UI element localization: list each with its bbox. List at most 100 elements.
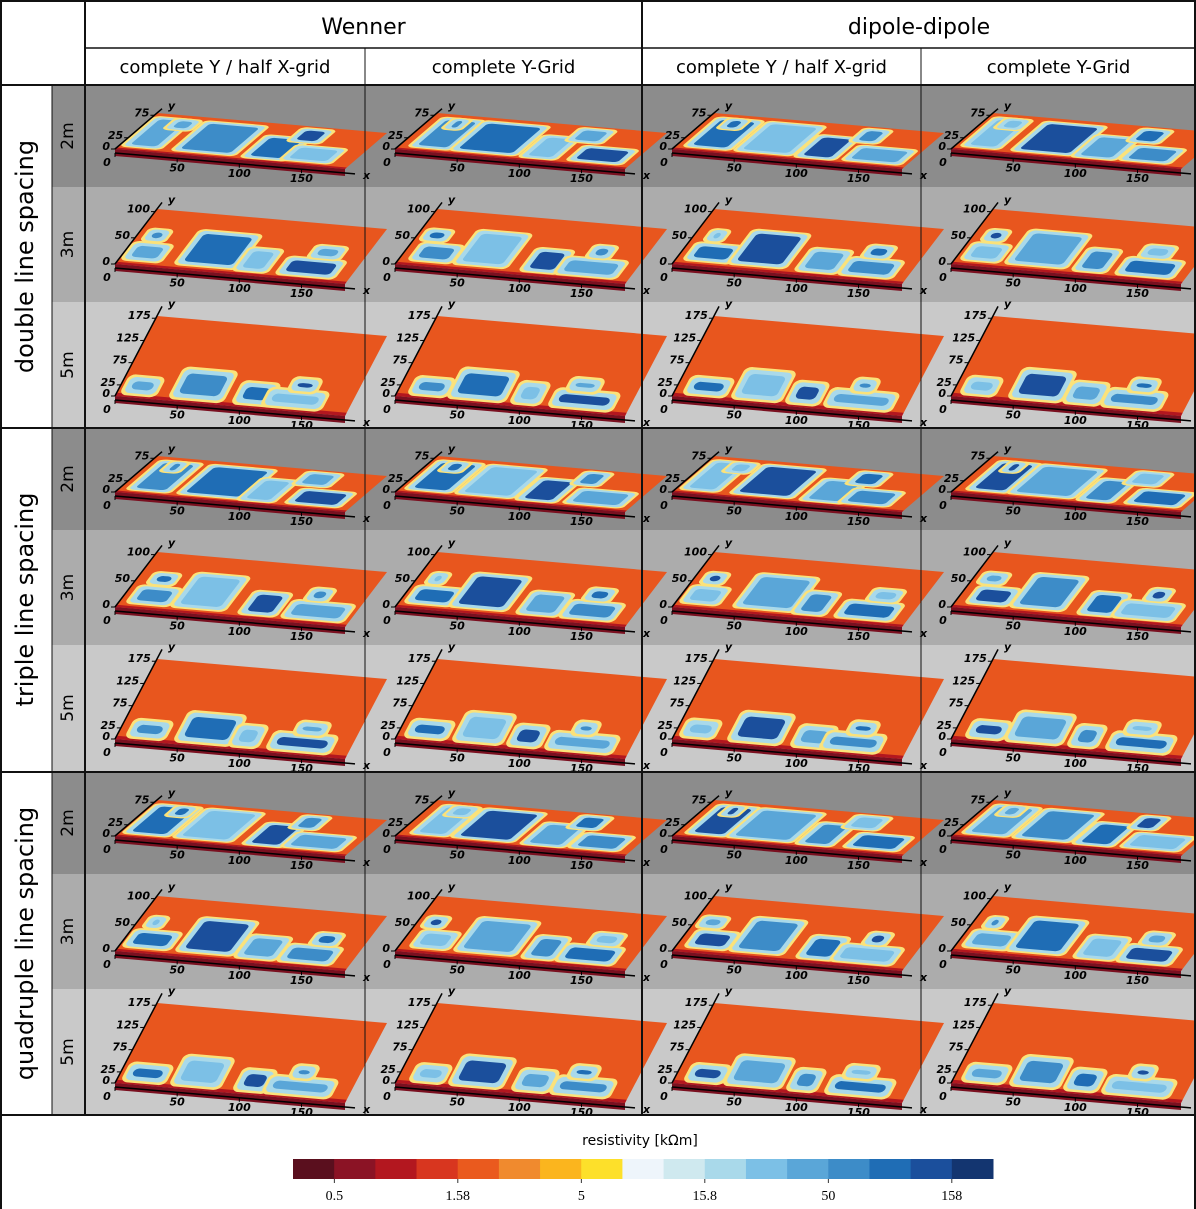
y-tick-label: 75 (414, 793, 430, 806)
x-tick-label: 100 (1064, 167, 1087, 180)
group-label: double line spacing (11, 140, 39, 373)
x-tick-label: 50 (170, 619, 186, 632)
colorbar-swatch (540, 1159, 582, 1179)
y-tick-label: 100 (684, 546, 707, 559)
x-tick-label: 50 (1006, 1095, 1022, 1108)
y-tick-label: 175 (685, 652, 708, 665)
x-tick-label: 150 (847, 419, 870, 432)
y-tick-label: 75 (134, 449, 150, 462)
colorbar-tick-label: 15.8 (693, 1189, 718, 1204)
x-tick-label: 150 (1126, 630, 1149, 643)
group-label: triple line spacing (11, 493, 39, 707)
y-tick-label: 75 (112, 1041, 128, 1054)
x-tick-label: 100 (1064, 757, 1087, 770)
x-axis-name: x (919, 284, 928, 297)
x-tick-label: 50 (450, 408, 466, 421)
colorbar-tick-label: 1.58 (446, 1189, 471, 1204)
x-tick-label: 0 (383, 1090, 391, 1103)
x-axis-name: x (362, 284, 371, 297)
x-tick-label: 0 (383, 156, 391, 169)
x-tick-label: 150 (290, 419, 313, 432)
x-axis-name: x (362, 512, 371, 525)
y-axis-name: y (168, 100, 176, 113)
x-tick-label: 150 (1126, 419, 1149, 432)
y-tick-label: 50 (115, 229, 131, 242)
x-tick-label: 50 (727, 161, 743, 174)
colorbar-swatch (746, 1159, 788, 1179)
y-tick-label: 175 (964, 309, 987, 322)
x-tick-label: 0 (939, 614, 947, 627)
x-tick-label: 0 (660, 499, 668, 512)
y-tick-label: 75 (970, 106, 986, 119)
x-axis-name: x (919, 627, 928, 640)
x-axis-name: x (642, 627, 651, 640)
x-tick-label: 150 (570, 287, 593, 300)
y-axis-name: y (168, 640, 176, 653)
y-tick-label: 0 (938, 942, 946, 955)
y-axis-name: y (1004, 787, 1012, 800)
y-axis-name: y (448, 536, 456, 549)
x-tick-label: 0 (660, 1090, 668, 1103)
colorbar-swatch (499, 1159, 541, 1179)
y-tick-label: 50 (951, 572, 967, 585)
y-axis-name: y (168, 880, 176, 893)
x-tick-label: 0 (383, 958, 391, 971)
y-tick-label: 25 (388, 472, 404, 485)
x-tick-label: 0 (383, 843, 391, 856)
x-tick-label: 100 (785, 854, 808, 867)
y-tick-label: 25 (388, 816, 404, 829)
y-axis-name: y (725, 443, 733, 456)
x-tick-label: 0 (103, 843, 111, 856)
x-tick-label: 50 (450, 848, 466, 861)
y-tick-label: 75 (970, 449, 986, 462)
x-tick-label: 150 (290, 287, 313, 300)
colorbar-swatch (828, 1159, 870, 1179)
y-tick-label: 0 (659, 140, 667, 153)
x-axis-name: x (642, 512, 651, 525)
y-tick-label: 50 (672, 229, 688, 242)
x-tick-label: 50 (727, 1095, 743, 1108)
x-tick-label: 100 (785, 757, 808, 770)
y-tick-label: 125 (116, 674, 139, 687)
x-tick-label: 150 (847, 1106, 870, 1119)
x-axis-name: x (919, 169, 928, 182)
colorbar-tick-label: 5 (578, 1189, 585, 1204)
y-tick-label: 175 (408, 652, 431, 665)
x-tick-label: 50 (170, 848, 186, 861)
y-tick-label: 0 (938, 387, 946, 400)
x-axis-name: x (362, 759, 371, 772)
x-tick-label: 0 (660, 403, 668, 416)
x-axis-name: x (919, 416, 928, 429)
x-axis-name: x (642, 416, 651, 429)
y-tick-label: 25 (665, 472, 681, 485)
x-tick-label: 150 (847, 287, 870, 300)
x-tick-label: 50 (170, 504, 186, 517)
x-tick-label: 150 (290, 172, 313, 185)
y-axis-name: y (725, 984, 733, 997)
x-axis-name: x (642, 971, 651, 984)
x-axis-name: x (362, 971, 371, 984)
x-tick-label: 0 (103, 403, 111, 416)
x-axis-name: x (362, 627, 371, 640)
method-header: dipole-dipole (848, 15, 990, 40)
x-tick-label: 50 (450, 963, 466, 976)
y-tick-label: 75 (134, 106, 150, 119)
x-axis-name: x (919, 856, 928, 869)
x-tick-label: 150 (570, 974, 593, 987)
colorbar-tick-label: 0.5 (326, 1189, 344, 1204)
x-tick-label: 50 (450, 161, 466, 174)
y-tick-label: 0 (102, 255, 110, 268)
x-tick-label: 100 (1064, 510, 1087, 523)
x-tick-label: 150 (290, 1106, 313, 1119)
y-tick-label: 100 (407, 203, 430, 216)
x-tick-label: 150 (847, 859, 870, 872)
y-tick-label: 0 (938, 1074, 946, 1087)
x-tick-label: 50 (727, 751, 743, 764)
x-tick-label: 150 (1126, 515, 1149, 528)
y-tick-label: 75 (691, 793, 707, 806)
colorbar-swatch (952, 1159, 994, 1179)
y-tick-label: 125 (116, 331, 139, 344)
y-tick-label: 0 (659, 483, 667, 496)
x-tick-label: 50 (170, 161, 186, 174)
y-tick-label: 0 (659, 942, 667, 955)
